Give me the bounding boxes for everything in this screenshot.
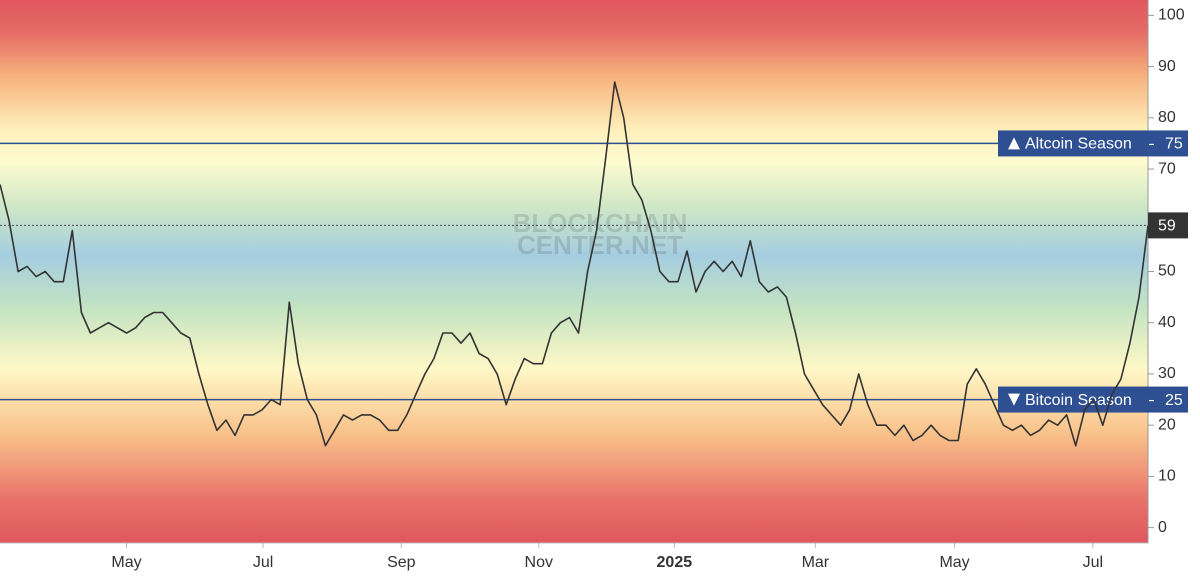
y-tick-label: 70 bbox=[1158, 160, 1176, 177]
threshold-arrow bbox=[1008, 137, 1020, 150]
threshold-value: 75 bbox=[1165, 136, 1183, 153]
x-tick-label: Mar bbox=[802, 554, 830, 571]
x-tick-label: May bbox=[111, 554, 141, 571]
threshold-label: Altcoin Season bbox=[1025, 136, 1132, 153]
y-tick-label: 90 bbox=[1158, 58, 1176, 75]
line-series bbox=[0, 81, 1149, 447]
last-value-box bbox=[1148, 212, 1188, 239]
y-tick-label: 80 bbox=[1158, 109, 1176, 126]
x-tick-label: Sep bbox=[387, 554, 416, 571]
y-tick-label: 40 bbox=[1158, 314, 1176, 331]
watermark: CENTER.NET bbox=[517, 230, 683, 260]
x-tick-label: Jul bbox=[1083, 554, 1103, 571]
threshold-arrow bbox=[1008, 393, 1020, 406]
plot-background bbox=[0, 0, 1148, 543]
x-tick-label: Jul bbox=[253, 554, 273, 571]
y-tick-label: 100 bbox=[1158, 7, 1185, 24]
y-tick-label: 10 bbox=[1158, 468, 1176, 485]
y-tick-label: 50 bbox=[1158, 263, 1176, 280]
watermark: BLOCKCHAIN bbox=[513, 208, 688, 238]
last-value-label: 59 bbox=[1158, 218, 1176, 235]
x-tick-label: May bbox=[939, 554, 969, 571]
y-tick-label: 20 bbox=[1158, 416, 1176, 433]
x-tick-label: 2025 bbox=[657, 554, 693, 571]
y-tick-label: 0 bbox=[1158, 519, 1167, 536]
threshold-value: 25 bbox=[1165, 392, 1183, 409]
y-tick-label: 30 bbox=[1158, 365, 1176, 382]
threshold-label-box bbox=[998, 130, 1188, 157]
x-tick-label: Nov bbox=[525, 554, 553, 571]
threshold-label: Bitcoin Season bbox=[1025, 392, 1132, 409]
